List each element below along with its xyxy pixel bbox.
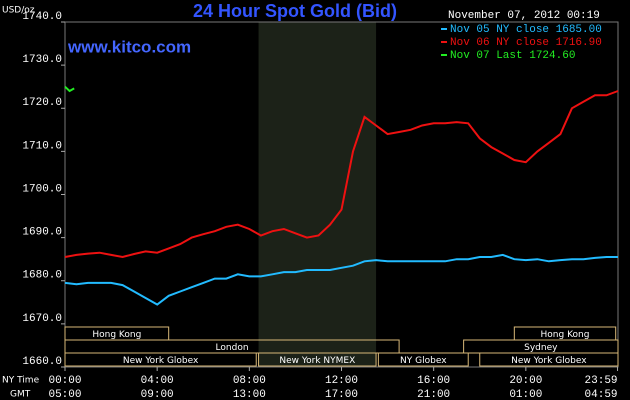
- session-bar: [479, 352, 619, 367]
- y-tick-label: 1700.0: [22, 183, 62, 195]
- y-axis-label: USD/oz: [2, 6, 35, 16]
- x-tick-label: 12:00: [325, 375, 358, 387]
- x2-tick-label: 04:59: [585, 389, 618, 400]
- session-bar: [258, 352, 377, 367]
- session-label: Hong Kong: [541, 330, 590, 340]
- y-tick-label: 1690.0: [22, 227, 62, 239]
- session-label: Hong Kong: [92, 330, 141, 340]
- x-tick-label: 23:59: [585, 375, 618, 387]
- chart-title: 24 Hour Spot Gold (Bid): [193, 1, 397, 21]
- session-label: New York NYMEX: [279, 356, 355, 366]
- x-axis-label: NY Time: [2, 376, 40, 386]
- shaded-session: [258, 22, 377, 367]
- x2-tick-label: 17:00: [325, 389, 358, 400]
- x2-tick-label: 05:00: [48, 389, 81, 400]
- x2-tick-label: 13:00: [233, 389, 266, 400]
- series-line: [64, 253, 618, 306]
- x2-tick-label: 21:00: [417, 389, 450, 400]
- session-label: London: [216, 343, 249, 353]
- x-tick-label: 08:00: [233, 375, 266, 387]
- session-label: NY Globex: [400, 356, 447, 366]
- series-line: [64, 90, 619, 259]
- x2-tick-label: 09:00: [141, 389, 174, 400]
- session-bar: [64, 352, 257, 367]
- legend-label: Nov 06 NY close 1716.90: [450, 37, 602, 49]
- legend-label: Nov 07 Last 1724.60: [450, 50, 575, 62]
- y-tick-label: 1710.0: [22, 140, 62, 152]
- series-line: [64, 85, 75, 93]
- x-tick-label: 16:00: [417, 375, 450, 387]
- watermark: www.kitco.com: [67, 37, 191, 56]
- x2-tick-label: 01:00: [509, 389, 542, 400]
- y-tick-label: 1730.0: [22, 54, 62, 66]
- session-bar: [377, 352, 469, 367]
- y-tick-label: 1740.0: [22, 11, 62, 23]
- session-label: New York Globex: [511, 356, 587, 366]
- y-tick-label: 1720.0: [22, 97, 62, 109]
- session-label: Sydney: [524, 343, 558, 353]
- legend-label: Nov 05 NY close 1685.00: [450, 24, 602, 36]
- timestamp: November 07, 2012 00:19: [448, 10, 600, 22]
- x-tick-label: 04:00: [141, 375, 174, 387]
- y-tick-label: 1660.0: [22, 356, 62, 368]
- x-tick-label: 20:00: [509, 375, 542, 387]
- session-label: New York Globex: [123, 356, 199, 366]
- x2-axis-label: GMT: [10, 390, 31, 400]
- y-tick-label: 1670.0: [22, 313, 62, 325]
- y-tick-label: 1680.0: [22, 270, 62, 282]
- x-tick-label: 00:00: [48, 375, 81, 387]
